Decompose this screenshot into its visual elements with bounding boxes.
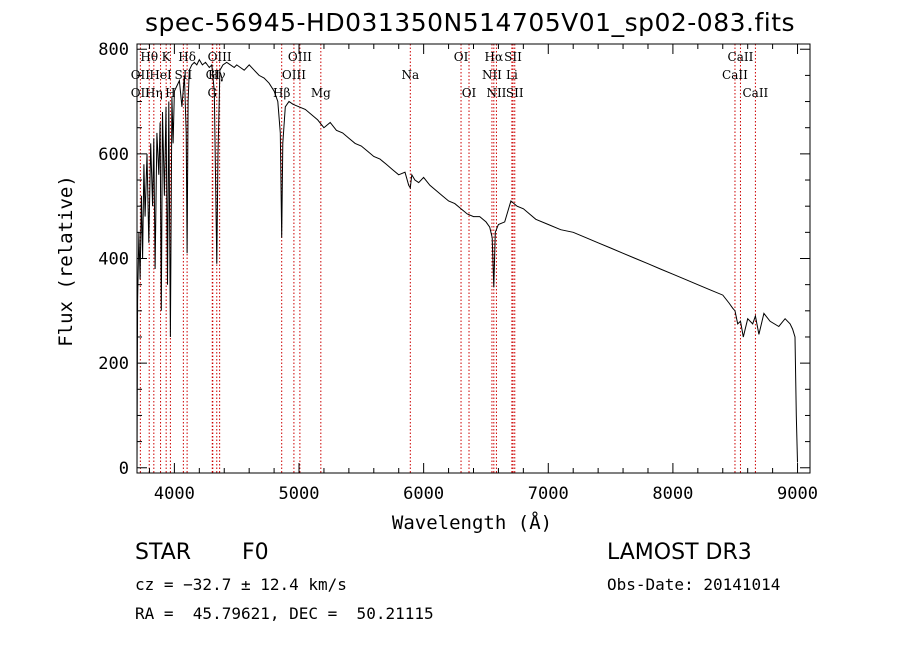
x-tick-label: 9000 [777, 484, 818, 504]
line-label: CaII [722, 68, 748, 82]
line-label: Hδ [178, 50, 196, 64]
line-label: Hβ [273, 86, 290, 100]
plot-frame [136, 43, 811, 474]
line-label: OIII [282, 68, 306, 82]
line-label: G [207, 86, 217, 100]
line-label: SII [504, 50, 522, 64]
y-tick-label: 400 [98, 250, 129, 270]
line-label: HeI [149, 68, 172, 82]
line-label: Li [506, 68, 518, 82]
x-tick-label: 4000 [154, 484, 195, 504]
line-label: Hα [485, 50, 504, 64]
y-tick-label: 0 [119, 459, 129, 479]
object-subclass: F0 [242, 540, 269, 565]
survey-name: LAMOST DR3 [607, 540, 752, 565]
line-label: Hγ [208, 68, 226, 82]
line-label: Hη [145, 86, 163, 100]
line-label: H [165, 86, 175, 100]
y-tick-label: 800 [98, 40, 129, 60]
line-label: OIII [208, 50, 232, 64]
line-label: OI [454, 50, 469, 64]
line-label: CaII [728, 50, 754, 64]
obs-date: Obs-Date: 20141014 [607, 575, 781, 594]
x-axis-label: Wavelength (Å) [392, 511, 552, 534]
line-label: NII [486, 86, 506, 100]
x-tick-label: 5000 [279, 484, 320, 504]
line-label: CaII [742, 86, 768, 100]
spectrum-line [136, 58, 798, 468]
line-label: Mg [311, 86, 331, 100]
line-label: OIII [288, 50, 312, 64]
line-markers [139, 44, 756, 473]
redshift-cz: cz = −32.7 ± 12.4 km/s [135, 575, 347, 594]
x-tick-label: 7000 [528, 484, 569, 504]
line-label: Na [401, 68, 419, 82]
ra-dec: RA = 45.79621, DEC = 50.21115 [135, 604, 434, 623]
y-axis: 0 200 400 600 800 [98, 40, 810, 479]
line-label: NII [482, 68, 502, 82]
x-axis: 4000 5000 6000 7000 8000 9000 [148, 44, 818, 504]
line-label: SII [506, 86, 524, 100]
y-tick-label: 600 [98, 145, 129, 165]
line-label: OII [131, 86, 151, 100]
x-tick-label: 6000 [403, 484, 444, 504]
line-label: OI [462, 86, 477, 100]
line-label: Hθ [140, 50, 158, 64]
line-label: SII [175, 68, 193, 82]
x-tick-label: 8000 [652, 484, 693, 504]
object-class: STAR [135, 540, 192, 565]
y-tick-label: 200 [98, 354, 129, 374]
line-label: K [162, 50, 172, 64]
chart-title: spec-56945-HD031350N514705V01_sp02-083.f… [144, 8, 796, 37]
y-axis-label: Flux (relative) [55, 175, 77, 347]
